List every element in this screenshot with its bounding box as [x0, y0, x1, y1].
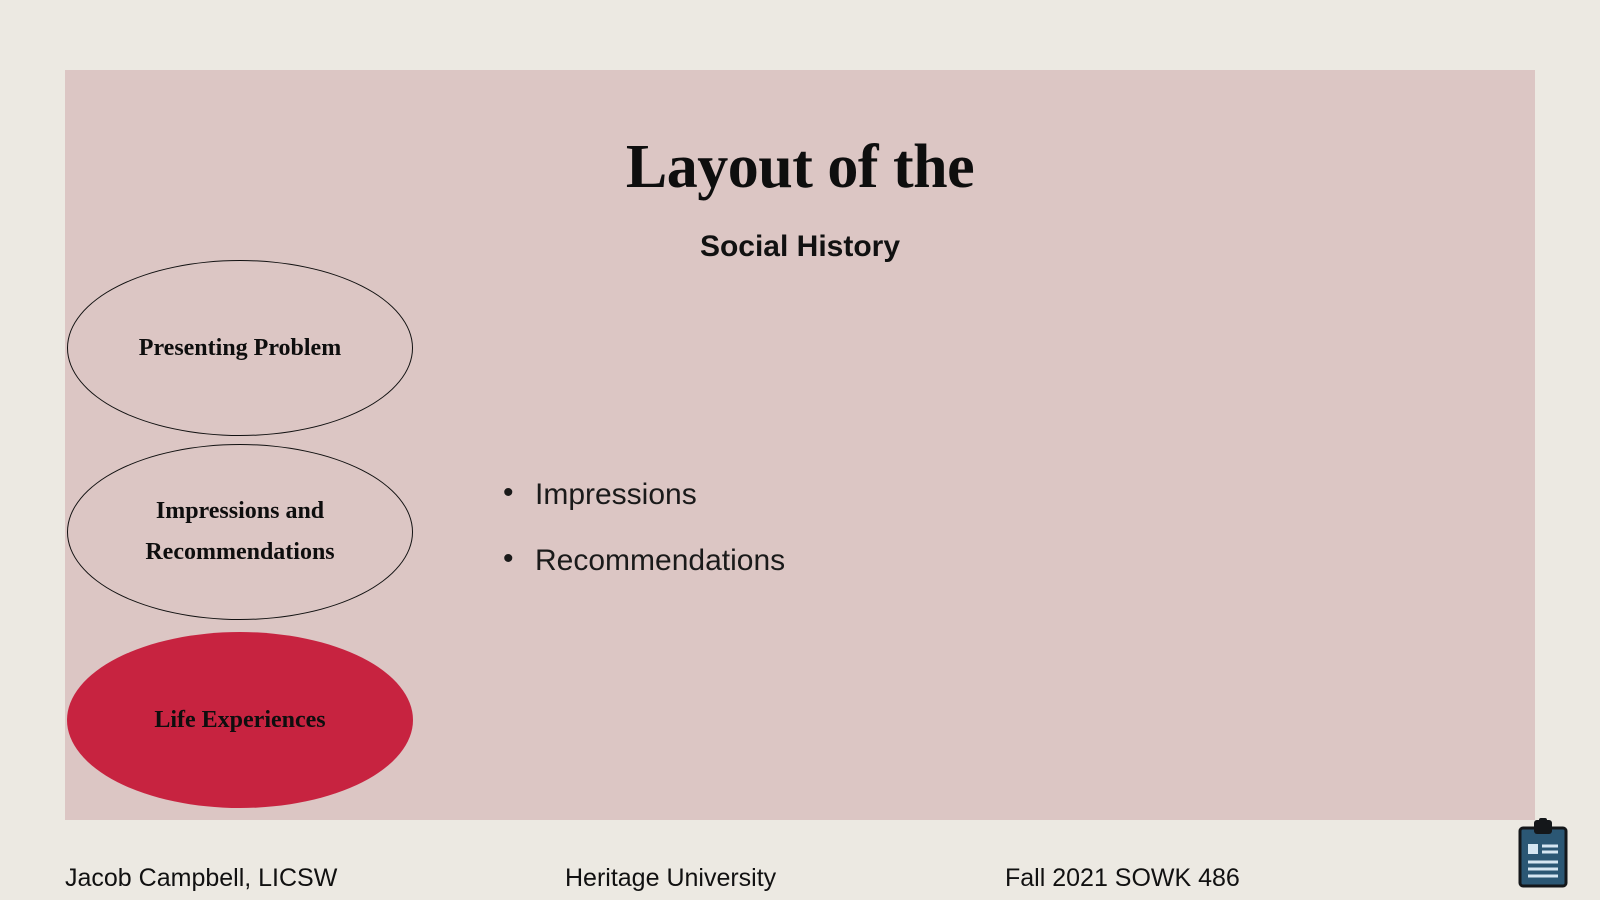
footer-institution: Heritage University	[565, 864, 776, 893]
bullet-item: Impressions	[495, 478, 785, 512]
ellipse-impressions-recommendations: Impressions and Recommendations	[67, 444, 413, 620]
ellipse-life-experiences: Life Experiences	[67, 632, 413, 808]
ellipse-label: Life Experiences	[154, 700, 325, 741]
bullet-list: Impressions Recommendations	[495, 478, 785, 610]
footer-course: Fall 2021 SOWK 486	[1005, 864, 1240, 893]
clipboard-icon	[1514, 818, 1572, 888]
slide-subtitle: Social History	[65, 230, 1535, 264]
ellipse-label: Presenting Problem	[139, 328, 341, 369]
ellipse-presenting-problem: Presenting Problem	[67, 260, 413, 436]
bullet-text: Recommendations	[535, 544, 785, 577]
bullet-item: Recommendations	[495, 544, 785, 578]
footer-author: Jacob Campbell, LICSW	[65, 864, 337, 893]
slide-panel: Layout of the Social History Presenting …	[65, 70, 1535, 820]
bullet-text: Impressions	[535, 478, 697, 511]
ellipse-label: Impressions and Recommendations	[86, 491, 394, 573]
slide-title: Layout of the	[65, 132, 1535, 203]
